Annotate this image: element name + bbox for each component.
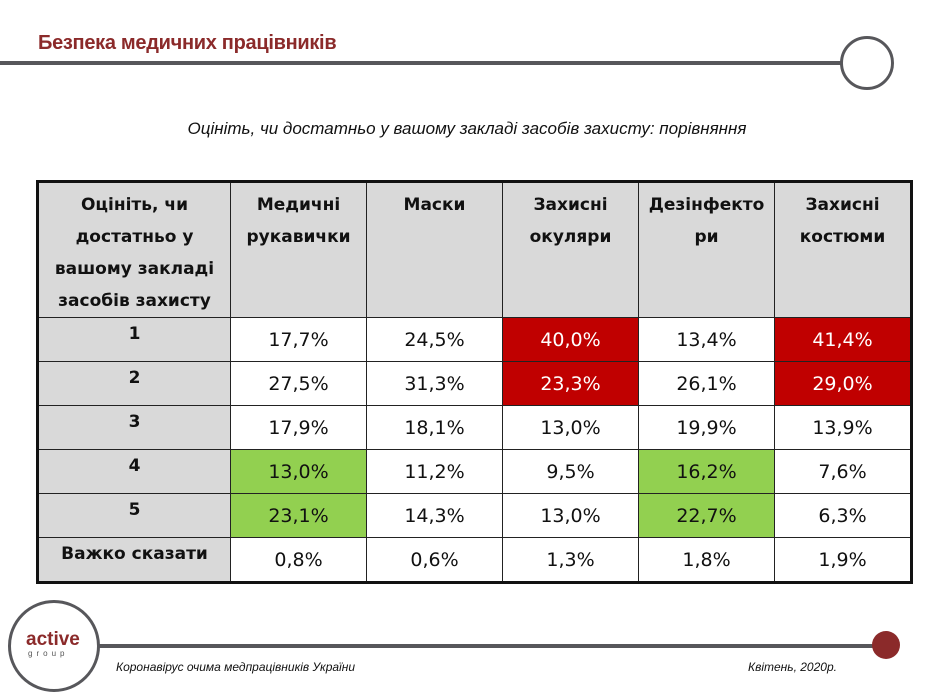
row-label: 1 — [37, 317, 231, 362]
table-cell: 22,7% — [638, 493, 775, 538]
table-cell: 13,0% — [502, 493, 639, 538]
header-divider — [0, 61, 842, 65]
logo-circle — [8, 600, 100, 692]
table-cell: 13,4% — [638, 317, 775, 362]
table-cell: 0,8% — [230, 537, 367, 583]
table-cell: 13,9% — [774, 405, 912, 450]
header-circle-decoration — [840, 36, 894, 90]
table-cell: 29,0% — [774, 361, 912, 406]
footer-divider — [98, 644, 883, 648]
column-header: Захисні костюми — [774, 181, 912, 318]
footer-date: Квітень, 2020р. — [748, 660, 837, 674]
column-header: Дезінфекто ри — [638, 181, 775, 318]
row-label: 2 — [37, 361, 231, 406]
table-row: 1 17,7% 24,5% 40,0% 13,4% 41,4% — [37, 317, 912, 362]
footer-dot-decoration — [872, 631, 900, 659]
row-label: 4 — [37, 449, 231, 494]
table-cell: 14,3% — [366, 493, 503, 538]
table-header-row: Оцініть, чи достатньо у вашому закладі з… — [37, 181, 912, 318]
row-label: 5 — [37, 493, 231, 538]
table-cell: 1,3% — [502, 537, 639, 583]
table-cell: 13,0% — [502, 405, 639, 450]
table-cell: 7,6% — [774, 449, 912, 494]
table-cell: 31,3% — [366, 361, 503, 406]
table-row: 2 27,5% 31,3% 23,3% 26,1% 29,0% — [37, 361, 912, 406]
table-cell: 17,7% — [230, 317, 367, 362]
row-label: Важко сказати — [37, 537, 231, 583]
table-row: Важко сказати 0,8% 0,6% 1,3% 1,8% 1,9% — [37, 537, 912, 583]
page-title: Безпека медичних працівників — [38, 32, 337, 54]
table-cell: 27,5% — [230, 361, 367, 406]
table-cell: 1,9% — [774, 537, 912, 583]
table-cell: 23,3% — [502, 361, 639, 406]
table-cell: 1,8% — [638, 537, 775, 583]
table-cell: 17,9% — [230, 405, 367, 450]
logo-name: active — [26, 629, 80, 650]
table-cell: 6,3% — [774, 493, 912, 538]
comparison-table: Оцініть, чи достатньо у вашому закладі з… — [36, 180, 913, 584]
table-cell: 11,2% — [366, 449, 503, 494]
table-cell: 40,0% — [502, 317, 639, 362]
table-cell: 0,6% — [366, 537, 503, 583]
table-cell: 26,1% — [638, 361, 775, 406]
table-subtitle: Оцініть, чи достатньо у вашому закладі з… — [187, 119, 747, 138]
table-cell: 24,5% — [366, 317, 503, 362]
table-cell: 41,4% — [774, 317, 912, 362]
table-cell: 16,2% — [638, 449, 775, 494]
footer-caption: Коронавірус очима медпрацівників України — [116, 660, 356, 674]
column-header: Медичні рукавички — [230, 181, 367, 318]
table-row: 4 13,0% 11,2% 9,5% 16,2% 7,6% — [37, 449, 912, 494]
table-row: 5 23,1% 14,3% 13,0% 22,7% 6,3% — [37, 493, 912, 538]
column-header: Захисні окуляри — [502, 181, 639, 318]
logo-subtitle: group — [28, 649, 69, 658]
table-cell: 13,0% — [230, 449, 367, 494]
table-cell: 18,1% — [366, 405, 503, 450]
table-cell: 19,9% — [638, 405, 775, 450]
table-cell: 9,5% — [502, 449, 639, 494]
column-header: Маски — [366, 181, 503, 318]
row-label: 3 — [37, 405, 231, 450]
corner-header: Оцініть, чи достатньо у вашому закладі з… — [37, 181, 231, 318]
table-cell: 23,1% — [230, 493, 367, 538]
table-row: 3 17,9% 18,1% 13,0% 19,9% 13,9% — [37, 405, 912, 450]
